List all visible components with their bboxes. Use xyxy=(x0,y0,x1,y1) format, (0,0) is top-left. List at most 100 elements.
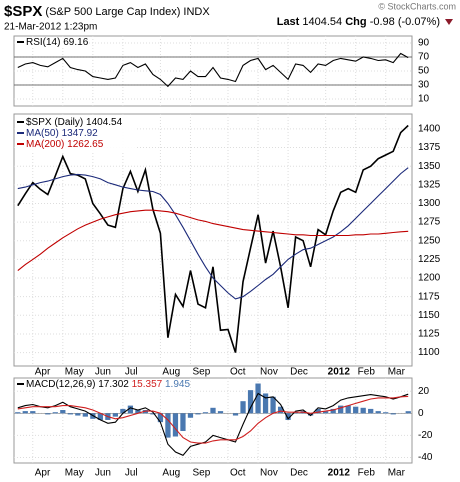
histogram-bar xyxy=(135,410,141,414)
histogram-bar xyxy=(390,413,396,415)
histogram-bar xyxy=(315,408,321,414)
series-line xyxy=(17,167,409,300)
histogram-bar xyxy=(323,411,329,414)
y-tick-label: 1175 xyxy=(418,291,440,302)
histogram-bar xyxy=(405,411,411,414)
x-tick-label: May xyxy=(65,367,84,378)
histogram-bar xyxy=(150,413,156,415)
histogram-bar xyxy=(172,413,179,437)
legend-entry: MACD(12,26,9) 17.302 15.357 1.945 xyxy=(26,379,190,390)
histogram-bar xyxy=(15,412,21,414)
histogram-bar xyxy=(97,413,103,420)
legend-value: 15.357 xyxy=(132,379,163,390)
x-tick-label: Feb xyxy=(358,367,376,378)
panel-frame xyxy=(13,377,413,464)
histogram-bar xyxy=(82,413,88,417)
series-line xyxy=(17,395,409,444)
histogram-bar xyxy=(30,411,36,414)
x-tick-label: Oct xyxy=(230,468,246,479)
y-tick-label: 50 xyxy=(418,66,430,77)
histogram-bar xyxy=(270,396,276,414)
histogram-bar xyxy=(52,412,58,414)
y-tick-label: 1250 xyxy=(418,235,441,246)
y-tick-label: 70 xyxy=(418,52,430,63)
legend-value: 69.16 xyxy=(63,37,88,48)
x-tick-label: Mar xyxy=(388,468,406,479)
y-tick-label: -20 xyxy=(418,430,433,441)
y-tick-label: 1125 xyxy=(418,329,440,340)
y-tick-label: 20 xyxy=(418,386,430,397)
quote: Last 1404.54 Chg -0.98 (-0.07%) xyxy=(277,16,440,28)
series-line xyxy=(17,52,409,88)
header-line: $SPX (S&P 500 Large Cap Index) INDX xyxy=(4,3,210,20)
y-tick-label: 1400 xyxy=(418,124,441,135)
x-tick-label: Sep xyxy=(192,468,210,479)
legend-box xyxy=(16,116,136,152)
histogram-bar xyxy=(240,401,246,414)
histogram-bar xyxy=(75,413,81,416)
series-line xyxy=(17,392,409,456)
x-tick-label: 2012 xyxy=(328,367,351,378)
legend-box xyxy=(16,37,86,48)
y-tick-label: 0 xyxy=(418,408,424,419)
x-tick-label: 2012 xyxy=(328,468,351,479)
date: 21-Mar-2012 1:23pm xyxy=(4,22,97,33)
legend-box xyxy=(16,379,176,390)
histogram-bar xyxy=(330,408,336,414)
histogram-bar xyxy=(307,413,314,416)
legend-value: 1404.54 xyxy=(86,117,123,128)
y-tick-label: 1375 xyxy=(418,142,441,153)
y-tick-label: 1350 xyxy=(418,161,441,172)
histogram-bar xyxy=(165,413,171,438)
chg: -0.98 (-0.07%) xyxy=(370,16,440,28)
x-tick-label: Nov xyxy=(260,468,278,479)
y-tick-label: 1275 xyxy=(418,217,441,228)
x-tick-label: Apr xyxy=(35,367,51,378)
histogram-bar xyxy=(277,406,284,414)
x-tick-label: Sep xyxy=(192,367,210,378)
legend-entry: $SPX (Daily) 1404.54 xyxy=(26,117,123,128)
histogram-bar xyxy=(45,413,51,415)
series-line xyxy=(17,209,409,272)
legend-entry: RSI(14) 69.16 xyxy=(26,37,89,48)
histogram-bar xyxy=(232,413,239,416)
x-tick-label: Jun xyxy=(95,367,111,378)
x-tick-label: May xyxy=(65,468,84,479)
histogram-bar xyxy=(67,413,73,415)
y-tick-label: 1100 xyxy=(418,347,440,358)
source: © StockCharts.com xyxy=(378,1,456,11)
last-label: Last xyxy=(277,16,300,28)
histogram-bar xyxy=(247,390,254,414)
histogram-bar xyxy=(383,412,389,414)
x-tick-label: Dec xyxy=(290,367,308,378)
histogram-bar xyxy=(353,406,359,414)
legend-value: 1347.92 xyxy=(62,128,99,139)
histogram-bar xyxy=(338,405,344,414)
last: 1404.54 xyxy=(302,16,342,28)
y-tick-label: 30 xyxy=(418,80,430,91)
legend-value: 1.945 xyxy=(165,379,190,390)
y-tick-label: 1300 xyxy=(418,198,441,209)
histogram-bar xyxy=(120,408,126,414)
x-tick-label: Aug xyxy=(162,468,180,479)
histogram-bar xyxy=(375,411,381,414)
histogram-bar xyxy=(285,413,291,420)
histogram-bar xyxy=(262,393,269,414)
histogram-bar xyxy=(142,410,149,414)
histogram-bar xyxy=(157,413,164,423)
y-tick-label: 1150 xyxy=(418,310,440,321)
y-tick-label: -40 xyxy=(418,452,433,463)
x-tick-label: Apr xyxy=(35,468,51,479)
legend-name: MA(50) xyxy=(26,128,59,139)
legend-name: RSI(14) xyxy=(26,37,60,48)
x-tick-label: Jul xyxy=(125,367,138,378)
x-tick-label: Aug xyxy=(162,367,180,378)
y-tick-label: 90 xyxy=(418,38,430,49)
x-tick-label: Jul xyxy=(125,468,138,479)
series-line xyxy=(17,124,409,353)
y-tick-label: 1225 xyxy=(418,254,441,265)
histogram-bar xyxy=(345,405,351,414)
x-tick-label: Feb xyxy=(358,468,376,479)
panel-frame xyxy=(13,113,413,367)
